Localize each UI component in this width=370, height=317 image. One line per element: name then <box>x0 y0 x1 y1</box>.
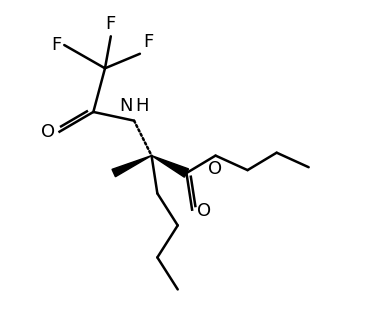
Text: O: O <box>208 160 223 178</box>
Polygon shape <box>112 156 152 177</box>
Text: F: F <box>106 16 116 33</box>
Text: N: N <box>119 97 132 115</box>
Text: F: F <box>143 33 153 51</box>
Text: O: O <box>41 123 55 141</box>
Polygon shape <box>152 156 189 177</box>
Text: F: F <box>51 36 61 54</box>
Text: O: O <box>196 202 211 220</box>
Text: H: H <box>135 97 149 115</box>
